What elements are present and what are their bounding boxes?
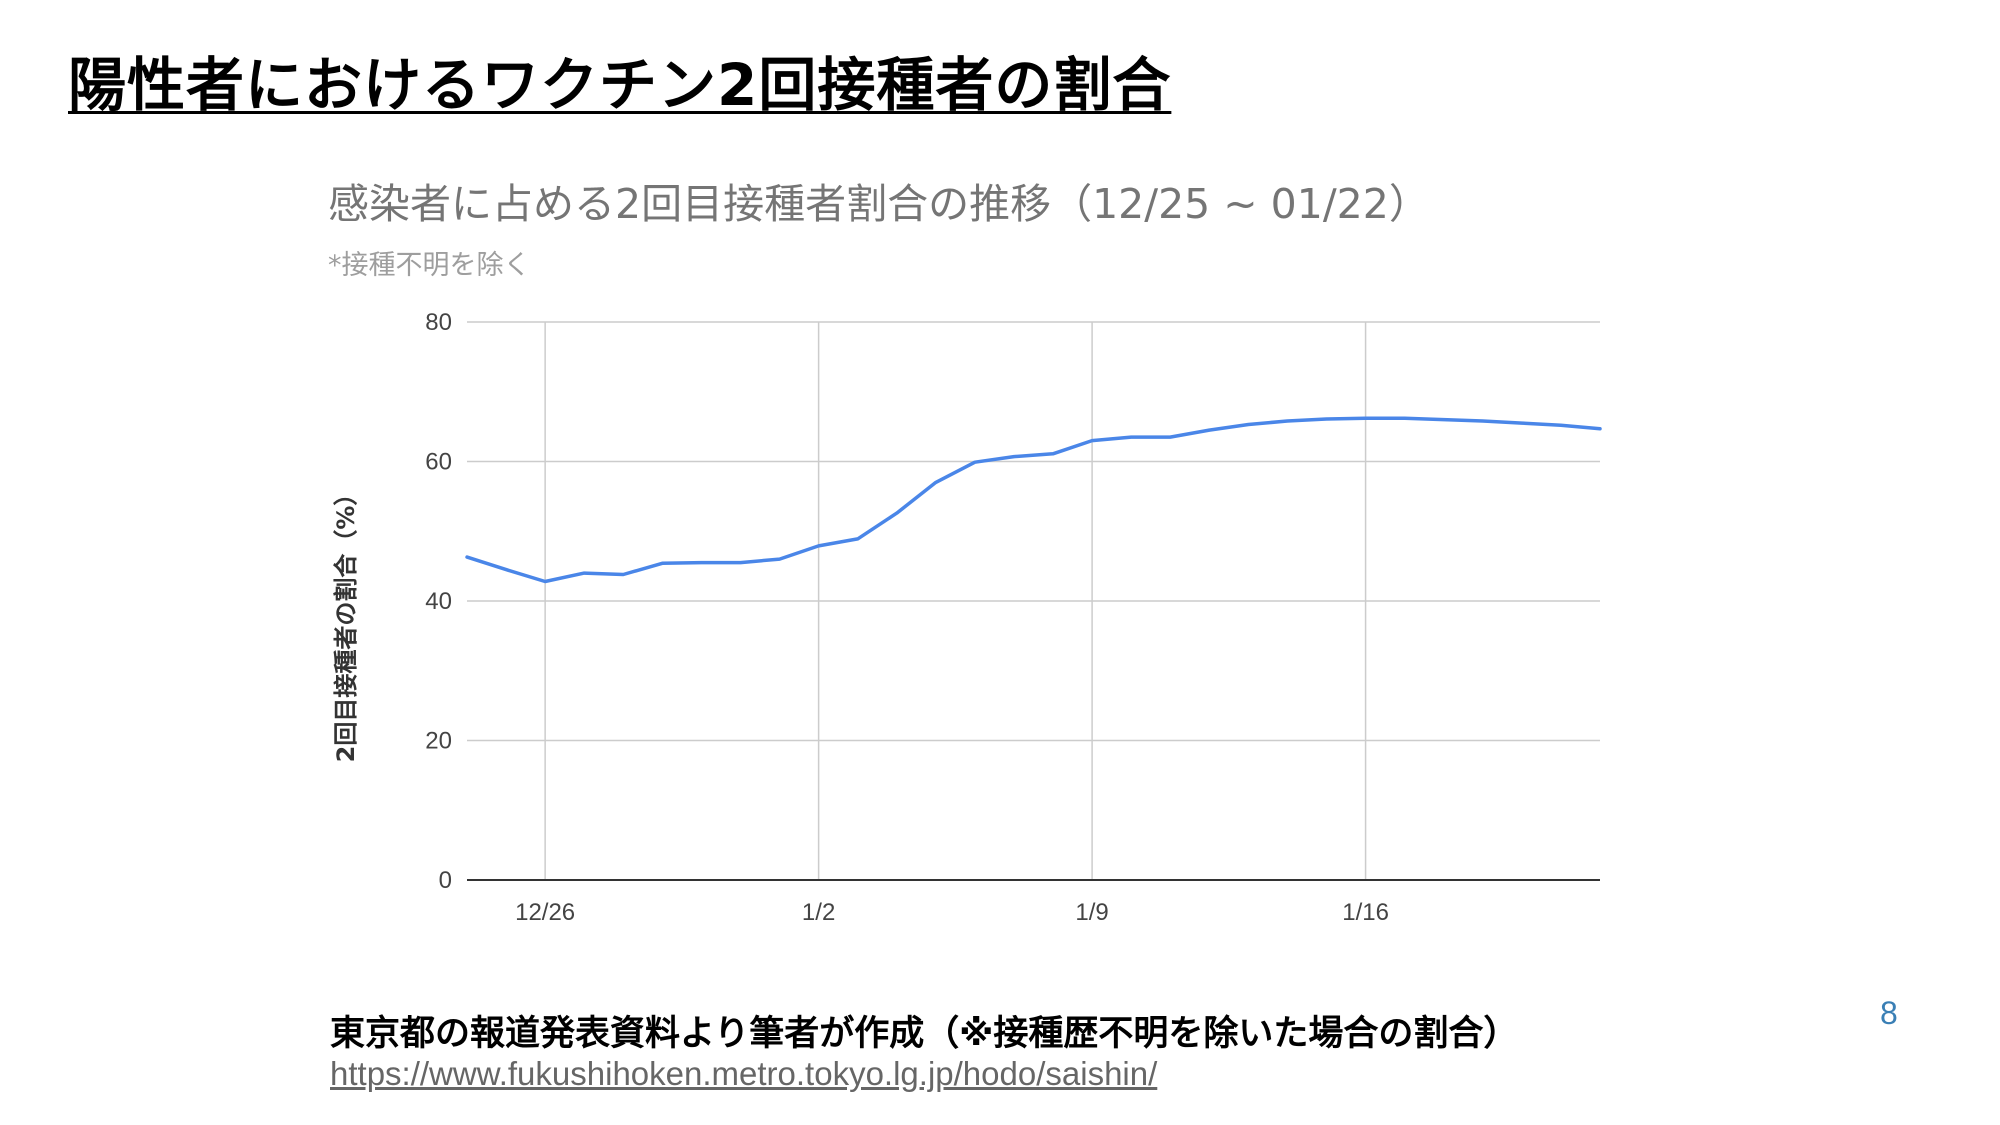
series-layer	[465, 416, 1602, 584]
x-tick-label: 1/9	[1075, 899, 1108, 926]
series-line	[465, 416, 1602, 584]
x-tick-label: 12/26	[515, 899, 575, 926]
y-tick-label: 60	[425, 449, 452, 476]
chart-subtitle: *接種不明を除く	[328, 250, 531, 281]
source-note: 東京都の報道発表資料より筆者が作成（※接種歴不明を除いた場合の割合）	[330, 1014, 1519, 1054]
x-tick-label: 1/2	[802, 899, 835, 926]
y-tick-label: 0	[439, 867, 452, 894]
y-tick-label: 80	[425, 309, 452, 336]
chart-title: 感染者に占める2回目接種者割合の推移（12/25 ~ 01/22）	[328, 180, 1430, 228]
slide-title: 陽性者におけるワクチン2回接種者の割合	[68, 51, 1172, 119]
grid-lines	[467, 321, 1600, 880]
source-url-link[interactable]: https://www.fukushihoken.metro.tokyo.lg.…	[330, 1055, 1158, 1092]
x-tick-label: 1/16	[1342, 899, 1389, 926]
y-tick-label: 20	[425, 728, 452, 755]
y-tick-labels: 0 20 40 60 80	[425, 309, 452, 894]
x-tick-labels: 12/26 1/2 1/9 1/16	[515, 899, 1389, 926]
y-axis-label: 2回目接種者の割合（%）	[332, 482, 360, 763]
y-tick-label: 40	[425, 588, 452, 615]
page-number: 8	[1880, 995, 1898, 1031]
